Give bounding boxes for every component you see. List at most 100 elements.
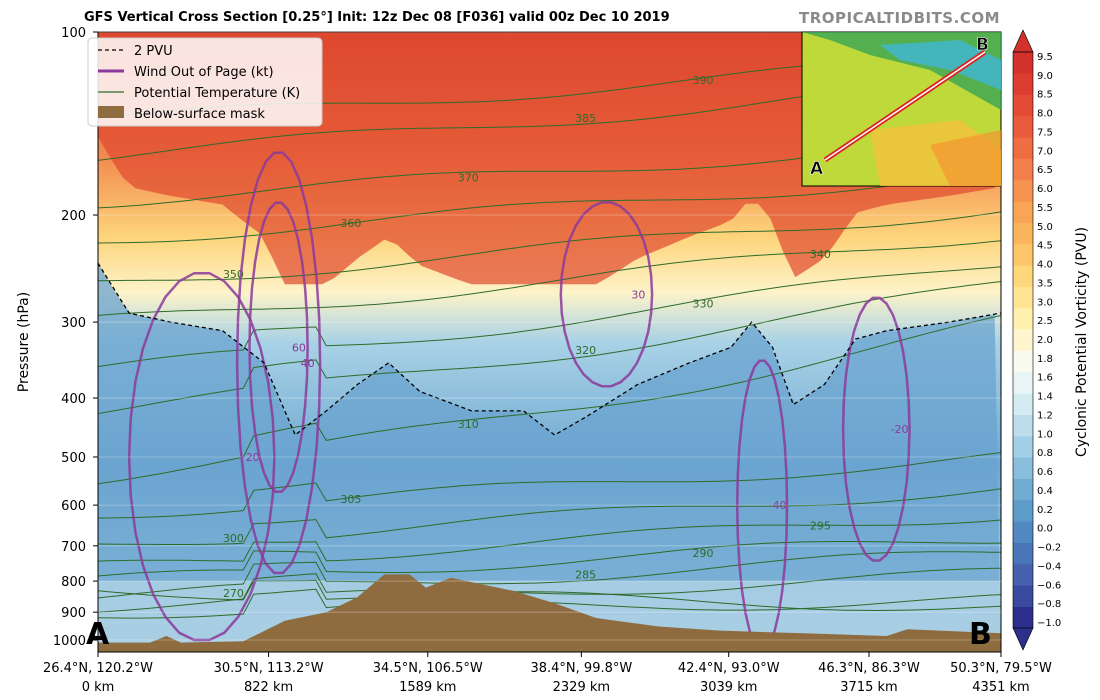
x-tick-distance: 0 km [82,680,115,695]
colorbar-tick-label: 4.5 [1037,241,1053,252]
colorbar-swatch [1013,372,1033,394]
x-tick-coord: 46.3°N, 86.3°W [818,661,920,676]
wind-contour-label: 20 [246,451,260,464]
colorbar-swatch [1013,180,1033,202]
colorbar-tick-label: −0.8 [1037,599,1061,610]
theta-contour [98,281,1001,415]
theta-contour [98,541,1001,577]
y-tick-label: 700 [61,540,86,555]
colorbar-swatch [1013,265,1033,287]
colorbar-swatch [1013,414,1033,437]
x-tick-coord: 42.4°N, 93.0°W [678,661,780,676]
wind-contour [559,201,654,388]
colorbar-swatch [1013,222,1033,245]
legend-entry-theta: Potential Temperature (K) [134,86,300,101]
colorbar-label: Cyclonic Potential Vorticity (PVU) [1074,227,1090,457]
colorbar-swatch [1013,308,1033,330]
wind-contour [841,296,911,562]
colorbar-min-extend [1012,627,1034,651]
theta-contour [98,488,1001,545]
colorbar-tick-label: 4.0 [1037,260,1053,271]
colorbar-swatch [1013,244,1033,266]
colorbar-swatch [1013,350,1033,373]
colorbar-swatch [1013,52,1033,74]
wind-contour-label: 40 [773,499,787,512]
y-tick-label: 200 [61,209,86,224]
colorbar: −1.0 −0.8 −0.6 −0.4 −0.2 0.0 0.2 0.4 0.6 0.8 1.0 1.… [1012,29,1061,651]
colorbar-tick-label: 1.0 [1037,429,1053,440]
endpoint-a-label: A [86,617,110,652]
inset-map-cyan-region [880,40,1001,90]
theta-contour [98,240,1001,316]
wind-contour [127,271,276,642]
theta-contour-label: 385 [575,112,596,125]
colorbar-swatch [1013,286,1033,309]
colorbar-tick-label: 0.4 [1037,486,1053,497]
inset-label-a: A [810,159,824,179]
inset-cross-section-path-inner [824,51,986,161]
y-tick-label: 100 [61,26,86,41]
colorbar-tick-label: 6.5 [1037,165,1053,176]
theta-contour [98,315,1001,485]
colorbar-swatch [1013,329,1033,351]
colorbar-tick-label: −1.0 [1037,618,1061,629]
theta-contour-label: 350 [223,268,244,281]
x-tick-distance: 822 km [244,680,293,695]
colorbar-swatch [1013,393,1033,415]
colorbar-swatch [1013,158,1033,181]
y-tick-label: 800 [61,575,86,590]
colorbar-tick-label: 6.0 [1037,184,1053,195]
x-tick-coord: 38.4°N, 99.8°W [530,661,632,676]
theta-contour [98,567,1001,613]
wind-contour [235,151,322,575]
x-tick-distance: 1589 km [399,680,456,695]
legend-entry-wind: Wind Out of Page (kt) [134,65,274,80]
theta-contour-label: 295 [810,519,831,532]
colorbar-tick-label: 3.5 [1037,278,1053,289]
y-axis-label: Pressure (hPa) [16,292,32,392]
theta-contour-label: 305 [340,493,361,506]
y-tick-label: 300 [61,316,86,331]
colorbar-tick-label: −0.2 [1037,543,1061,554]
legend: 2 PVU Wind Out of Page (kt) Potential Te… [87,37,323,127]
colorbar-tick-label: −0.6 [1037,580,1061,591]
x-tick-coord: 26.4°N, 120.2°W [43,661,153,676]
colorbar-swatch [1013,564,1033,586]
colorbar-tick-label: 5.5 [1037,203,1053,214]
colorbar-max-extend [1012,29,1034,53]
colorbar-tick-label: 2.0 [1037,335,1053,346]
theta-contour-label: 330 [693,297,714,310]
endpoint-b-label: B [969,617,992,652]
two-pvu-line [98,262,1001,437]
colorbar-tick-label: −0.4 [1037,561,1061,572]
stratosphere-high-pv-region [98,32,1001,285]
colorbar-tick-label: 9.0 [1037,71,1053,82]
inset-map: A B [801,31,1002,187]
theta-contour-label: 290 [693,547,714,560]
theta-contour-label: 390 [693,74,714,87]
colorbar-frame [1012,51,1034,629]
colorbar-swatch [1013,73,1033,95]
legend-box [87,37,323,127]
colorbar-tick-label: 5.0 [1037,222,1053,233]
y-tick-label: 500 [61,451,86,466]
theta-contour-label: 320 [575,344,596,357]
colorbar-swatch [1013,137,1033,159]
colorbar-swatch [1013,94,1033,117]
theta-contour [98,551,1001,599]
colorbar-swatch [1013,436,1033,458]
y-tick-label: 1000 [53,634,86,649]
x-tick-coord: 34.5°N, 106.5°W [373,661,483,676]
theta-contour-label: 310 [458,418,479,431]
troposphere-low-pv-region [98,263,1001,652]
y-tick-label: 400 [61,392,86,407]
colorbar-tick-label: 1.2 [1037,410,1053,421]
chart-title: GFS Vertical Cross Section [0.25°] Init:… [84,10,670,25]
wind-contour-label: 40 [301,357,315,370]
x-tick-distance: 3715 km [840,680,897,695]
y-tick-label: 900 [61,606,86,621]
colorbar-tick-label: 9.5 [1037,52,1053,63]
plot-frame [97,31,1002,653]
colorbar-tick-label: 1.4 [1037,392,1053,403]
